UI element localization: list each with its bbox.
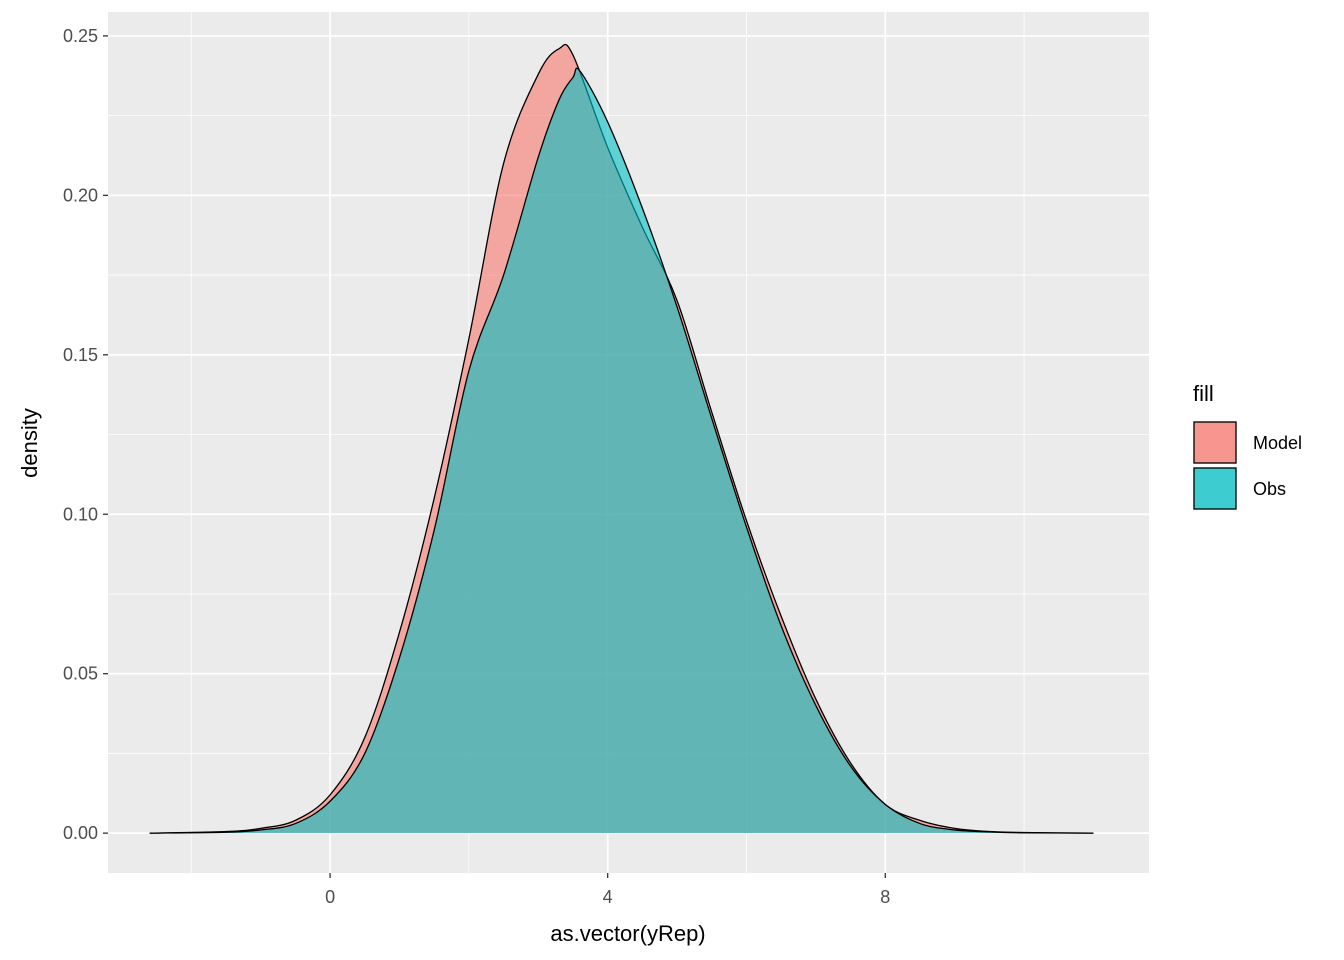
x-tick-label: 8 bbox=[880, 887, 890, 907]
legend-label-obs: Obs bbox=[1253, 479, 1286, 499]
legend-label-model: Model bbox=[1253, 433, 1302, 453]
legend-items: Model Obs bbox=[1193, 421, 1302, 510]
x-axis: 0 4 8 bbox=[325, 873, 890, 907]
y-tick-label: 0.25 bbox=[63, 26, 98, 46]
density-line-obs bbox=[149, 67, 1094, 834]
legend-swatch-obs bbox=[1193, 467, 1237, 510]
y-axis-title: density bbox=[17, 408, 42, 478]
legend-swatch-model bbox=[1193, 421, 1237, 464]
y-tick-label: 0.00 bbox=[63, 823, 98, 843]
y-tick-label: 0.15 bbox=[63, 345, 98, 365]
x-tick-label: 0 bbox=[325, 887, 335, 907]
density-area-obs bbox=[149, 68, 1094, 834]
density-areas bbox=[149, 43, 1094, 834]
legend: fill Model Obs bbox=[1193, 381, 1302, 510]
y-tick-label: 0.20 bbox=[63, 185, 98, 205]
legend-title: fill bbox=[1193, 381, 1214, 406]
y-axis: 0.00 0.05 0.10 0.15 0.20 0.25 bbox=[63, 26, 108, 843]
y-tick-label: 0.10 bbox=[63, 504, 98, 524]
x-axis-title: as.vector(yRep) bbox=[550, 921, 705, 946]
y-tick-label: 0.05 bbox=[63, 664, 98, 684]
x-tick-label: 4 bbox=[603, 887, 613, 907]
